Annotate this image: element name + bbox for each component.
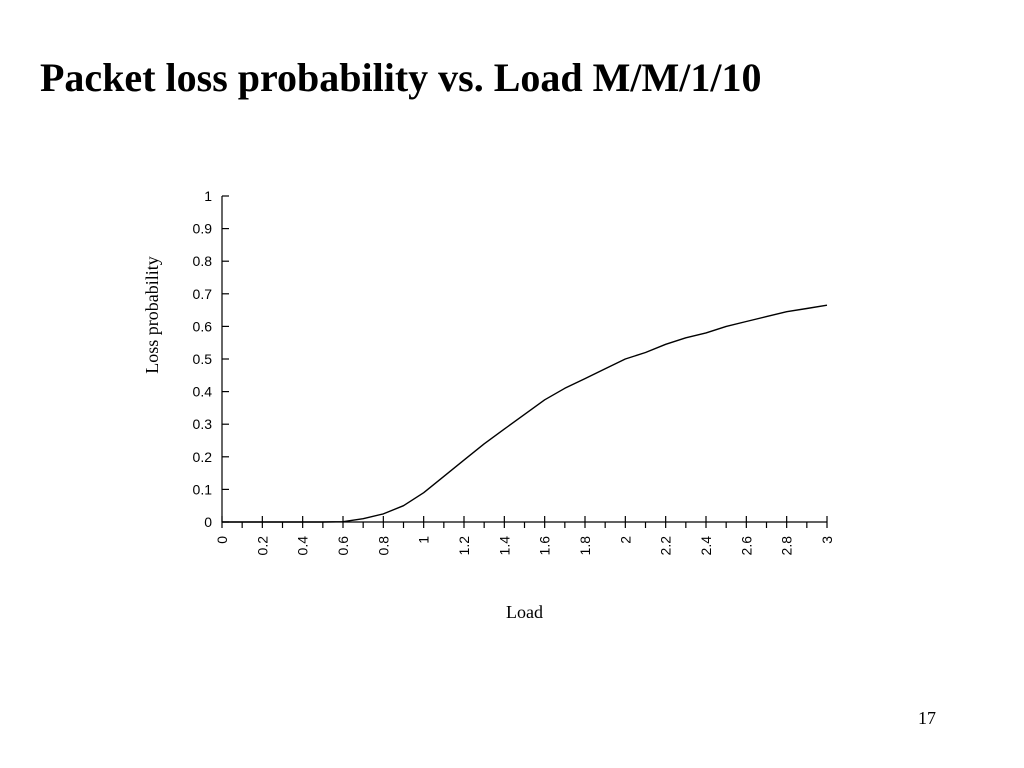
slide-title: Packet loss probability vs. Load M/M/1/1… bbox=[40, 55, 762, 100]
x-tick-label: 1.2 bbox=[456, 536, 472, 556]
x-tick-label: 0.2 bbox=[254, 536, 270, 556]
y-tick-label: 0.8 bbox=[193, 253, 213, 269]
x-tick-label: 2 bbox=[617, 536, 633, 544]
y-tick-label: 0.7 bbox=[193, 286, 213, 302]
y-tick-label: 0.6 bbox=[193, 318, 213, 334]
y-tick-labels: 0 0.1 0.2 0.3 0.4 0.5 0.6 0.7 0.8 0.9 1 bbox=[193, 188, 213, 530]
y-axis-title: Loss probability bbox=[142, 256, 162, 374]
x-tick-label: 2.6 bbox=[738, 536, 754, 556]
y-tick-label: 0.1 bbox=[193, 481, 213, 497]
x-minor-ticks bbox=[241, 522, 808, 528]
x-tick-label: 2.4 bbox=[698, 536, 714, 556]
y-tick-label: 0.9 bbox=[193, 221, 213, 237]
x-tick-label: 3 bbox=[819, 536, 835, 544]
y-tick-label: 1 bbox=[204, 188, 212, 204]
x-tick-label: 2.8 bbox=[779, 536, 795, 556]
y-tick-label: 0 bbox=[204, 514, 212, 530]
y-ticks bbox=[222, 195, 229, 523]
x-tick-label: 1.8 bbox=[577, 536, 593, 556]
x-tick-label: 0.4 bbox=[295, 536, 311, 556]
x-tick-labels: 0 0.2 0.4 0.6 0.8 1 1.2 1.4 1.6 1.8 2 2.2 2.4 2.6 2.8 3 bbox=[214, 536, 835, 556]
x-tick-label: 0 bbox=[214, 536, 230, 544]
x-tick-label: 1.6 bbox=[537, 536, 553, 556]
x-tick-label: 2.2 bbox=[658, 536, 674, 556]
x-tick-label: 1.4 bbox=[496, 536, 512, 556]
y-tick-label: 0.3 bbox=[193, 416, 213, 432]
y-tick-label: 0.2 bbox=[193, 449, 213, 465]
page-number: 17 bbox=[918, 708, 936, 728]
x-axis-title: Load bbox=[506, 602, 543, 622]
y-tick-label: 0.5 bbox=[193, 351, 213, 367]
loss-probability-series-line bbox=[222, 304, 828, 523]
y-tick-label: 0.4 bbox=[193, 384, 213, 400]
x-tick-label: 1 bbox=[416, 536, 432, 544]
x-tick-label: 0.6 bbox=[335, 536, 351, 556]
x-tick-label: 0.8 bbox=[375, 536, 391, 556]
